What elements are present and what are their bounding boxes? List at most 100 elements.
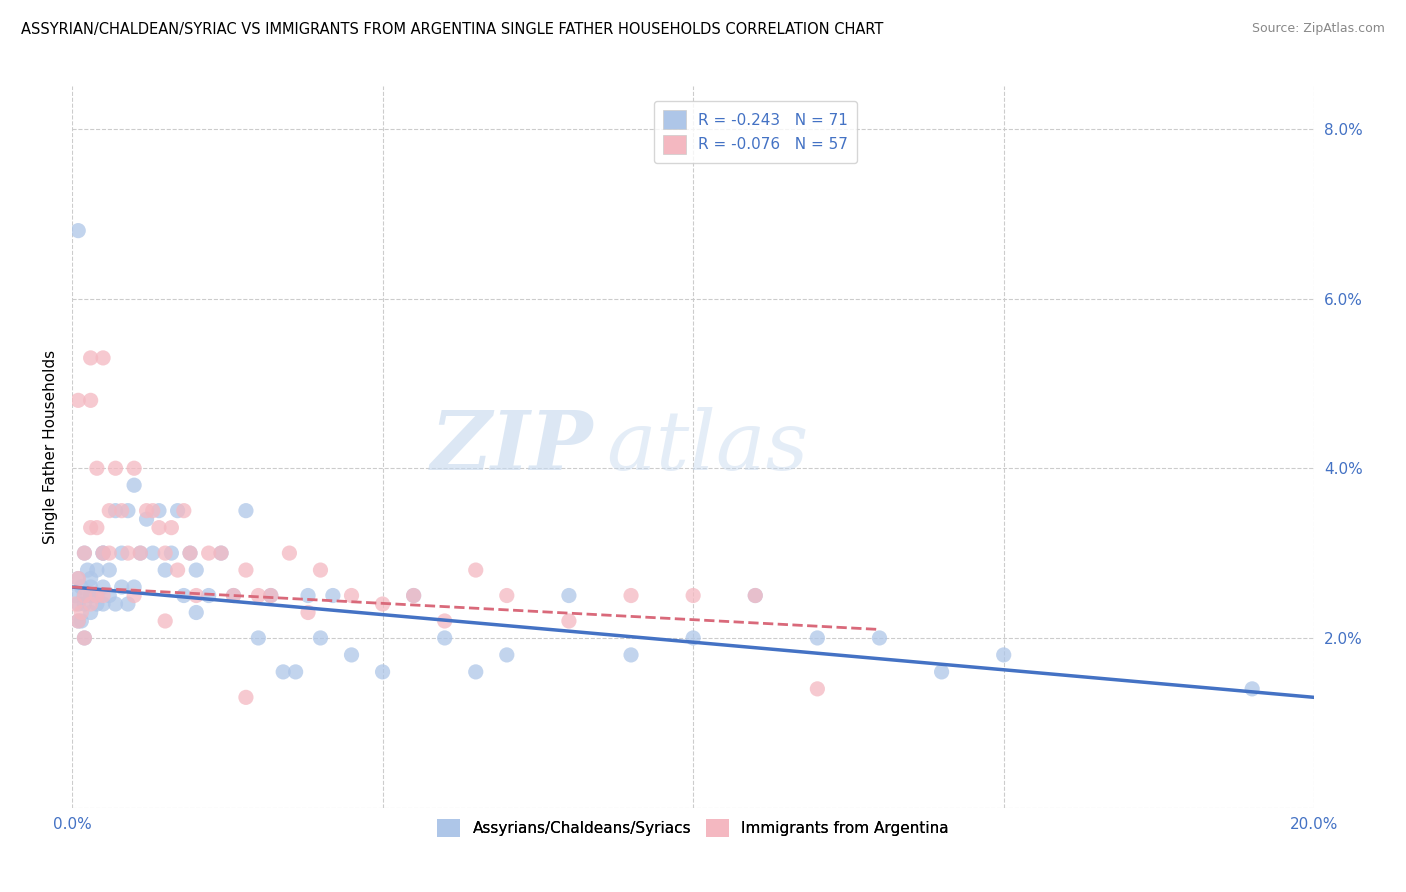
Point — [67, 572, 90, 586]
Point — [86, 461, 108, 475]
Point — [309, 631, 332, 645]
Text: ASSYRIAN/CHALDEAN/SYRIAC VS IMMIGRANTS FROM ARGENTINA SINGLE FATHER HOUSEHOLDS C: ASSYRIAN/CHALDEAN/SYRIAC VS IMMIGRANTS F… — [21, 22, 883, 37]
Point — [86, 521, 108, 535]
Point — [142, 503, 165, 517]
Point — [70, 614, 93, 628]
Point — [620, 589, 643, 603]
Point — [322, 589, 344, 603]
Point — [153, 546, 176, 560]
Point — [931, 665, 953, 679]
Point — [1241, 681, 1264, 696]
Point — [91, 351, 114, 365]
Point — [260, 589, 283, 603]
Point — [495, 589, 517, 603]
Point — [79, 393, 101, 408]
Point — [98, 546, 121, 560]
Point — [73, 597, 96, 611]
Point — [620, 648, 643, 662]
Point — [73, 631, 96, 645]
Point — [222, 589, 245, 603]
Point — [993, 648, 1015, 662]
Point — [197, 546, 219, 560]
Point — [86, 563, 108, 577]
Point — [464, 563, 486, 577]
Point — [558, 614, 581, 628]
Point — [67, 572, 90, 586]
Point — [179, 546, 201, 560]
Point — [63, 589, 86, 603]
Point — [297, 606, 319, 620]
Point — [79, 521, 101, 535]
Point — [63, 597, 86, 611]
Point — [806, 631, 828, 645]
Point — [67, 597, 90, 611]
Point — [129, 546, 152, 560]
Point — [73, 546, 96, 560]
Point — [186, 606, 208, 620]
Point — [235, 563, 257, 577]
Point — [86, 589, 108, 603]
Point — [433, 631, 456, 645]
Point — [173, 589, 195, 603]
Point — [129, 546, 152, 560]
Point — [117, 546, 139, 560]
Point — [91, 546, 114, 560]
Point — [148, 503, 170, 517]
Point — [70, 580, 93, 594]
Point — [79, 606, 101, 620]
Point — [340, 648, 363, 662]
Point — [160, 521, 183, 535]
Point — [186, 563, 208, 577]
Point — [111, 546, 134, 560]
Point — [682, 631, 704, 645]
Point — [98, 503, 121, 517]
Point — [142, 546, 165, 560]
Point — [433, 614, 456, 628]
Point — [402, 589, 425, 603]
Point — [117, 597, 139, 611]
Point — [91, 546, 114, 560]
Point — [197, 589, 219, 603]
Point — [371, 665, 394, 679]
Point — [98, 589, 121, 603]
Point — [371, 597, 394, 611]
Point — [247, 631, 270, 645]
Point — [464, 665, 486, 679]
Point — [173, 503, 195, 517]
Point — [260, 589, 283, 603]
Point — [73, 546, 96, 560]
Point — [340, 589, 363, 603]
Point — [744, 589, 766, 603]
Point — [122, 580, 145, 594]
Point — [153, 614, 176, 628]
Point — [222, 589, 245, 603]
Point — [91, 580, 114, 594]
Point — [278, 546, 301, 560]
Point — [682, 589, 704, 603]
Point — [76, 563, 98, 577]
Point — [558, 589, 581, 603]
Text: Source: ZipAtlas.com: Source: ZipAtlas.com — [1251, 22, 1385, 36]
Point — [79, 572, 101, 586]
Point — [744, 589, 766, 603]
Point — [67, 614, 90, 628]
Point — [73, 589, 96, 603]
Point — [73, 589, 96, 603]
Point — [67, 224, 90, 238]
Point — [284, 665, 307, 679]
Point — [73, 631, 96, 645]
Point — [79, 589, 101, 603]
Point — [402, 589, 425, 603]
Point — [186, 589, 208, 603]
Point — [117, 503, 139, 517]
Point — [111, 580, 134, 594]
Point — [79, 589, 101, 603]
Point — [209, 546, 232, 560]
Point — [869, 631, 891, 645]
Point — [153, 563, 176, 577]
Legend: Assyrians/Chaldeans/Syriacs, Immigrants from Argentina: Assyrians/Chaldeans/Syriacs, Immigrants … — [432, 813, 955, 843]
Point — [209, 546, 232, 560]
Point — [309, 563, 332, 577]
Point — [91, 546, 114, 560]
Point — [86, 597, 108, 611]
